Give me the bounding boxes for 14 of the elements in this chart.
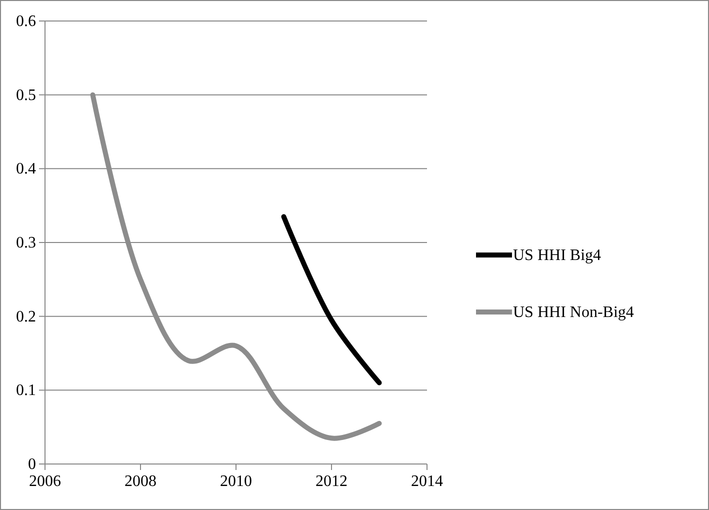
x-tick-label: 2012: [316, 473, 348, 490]
y-tick-label: 0.3: [16, 234, 36, 252]
x-tick-label: 2014: [411, 473, 443, 490]
y-tick-label: 0.6: [16, 13, 36, 30]
y-tick-label: 0: [28, 456, 36, 473]
legend-label: US HHI Non-Big4: [513, 304, 634, 321]
y-tick-label: 0.1: [16, 382, 36, 400]
x-tick-label: 2006: [29, 473, 61, 490]
y-tick-label: 0.2: [16, 308, 36, 326]
legend-label: US HHI Big4: [513, 247, 602, 264]
x-tick-label: 2010: [220, 473, 252, 490]
y-tick-label: 0.5: [16, 86, 36, 104]
x-tick-label: 2008: [124, 473, 156, 490]
y-tick-label: 0.4: [16, 160, 36, 178]
